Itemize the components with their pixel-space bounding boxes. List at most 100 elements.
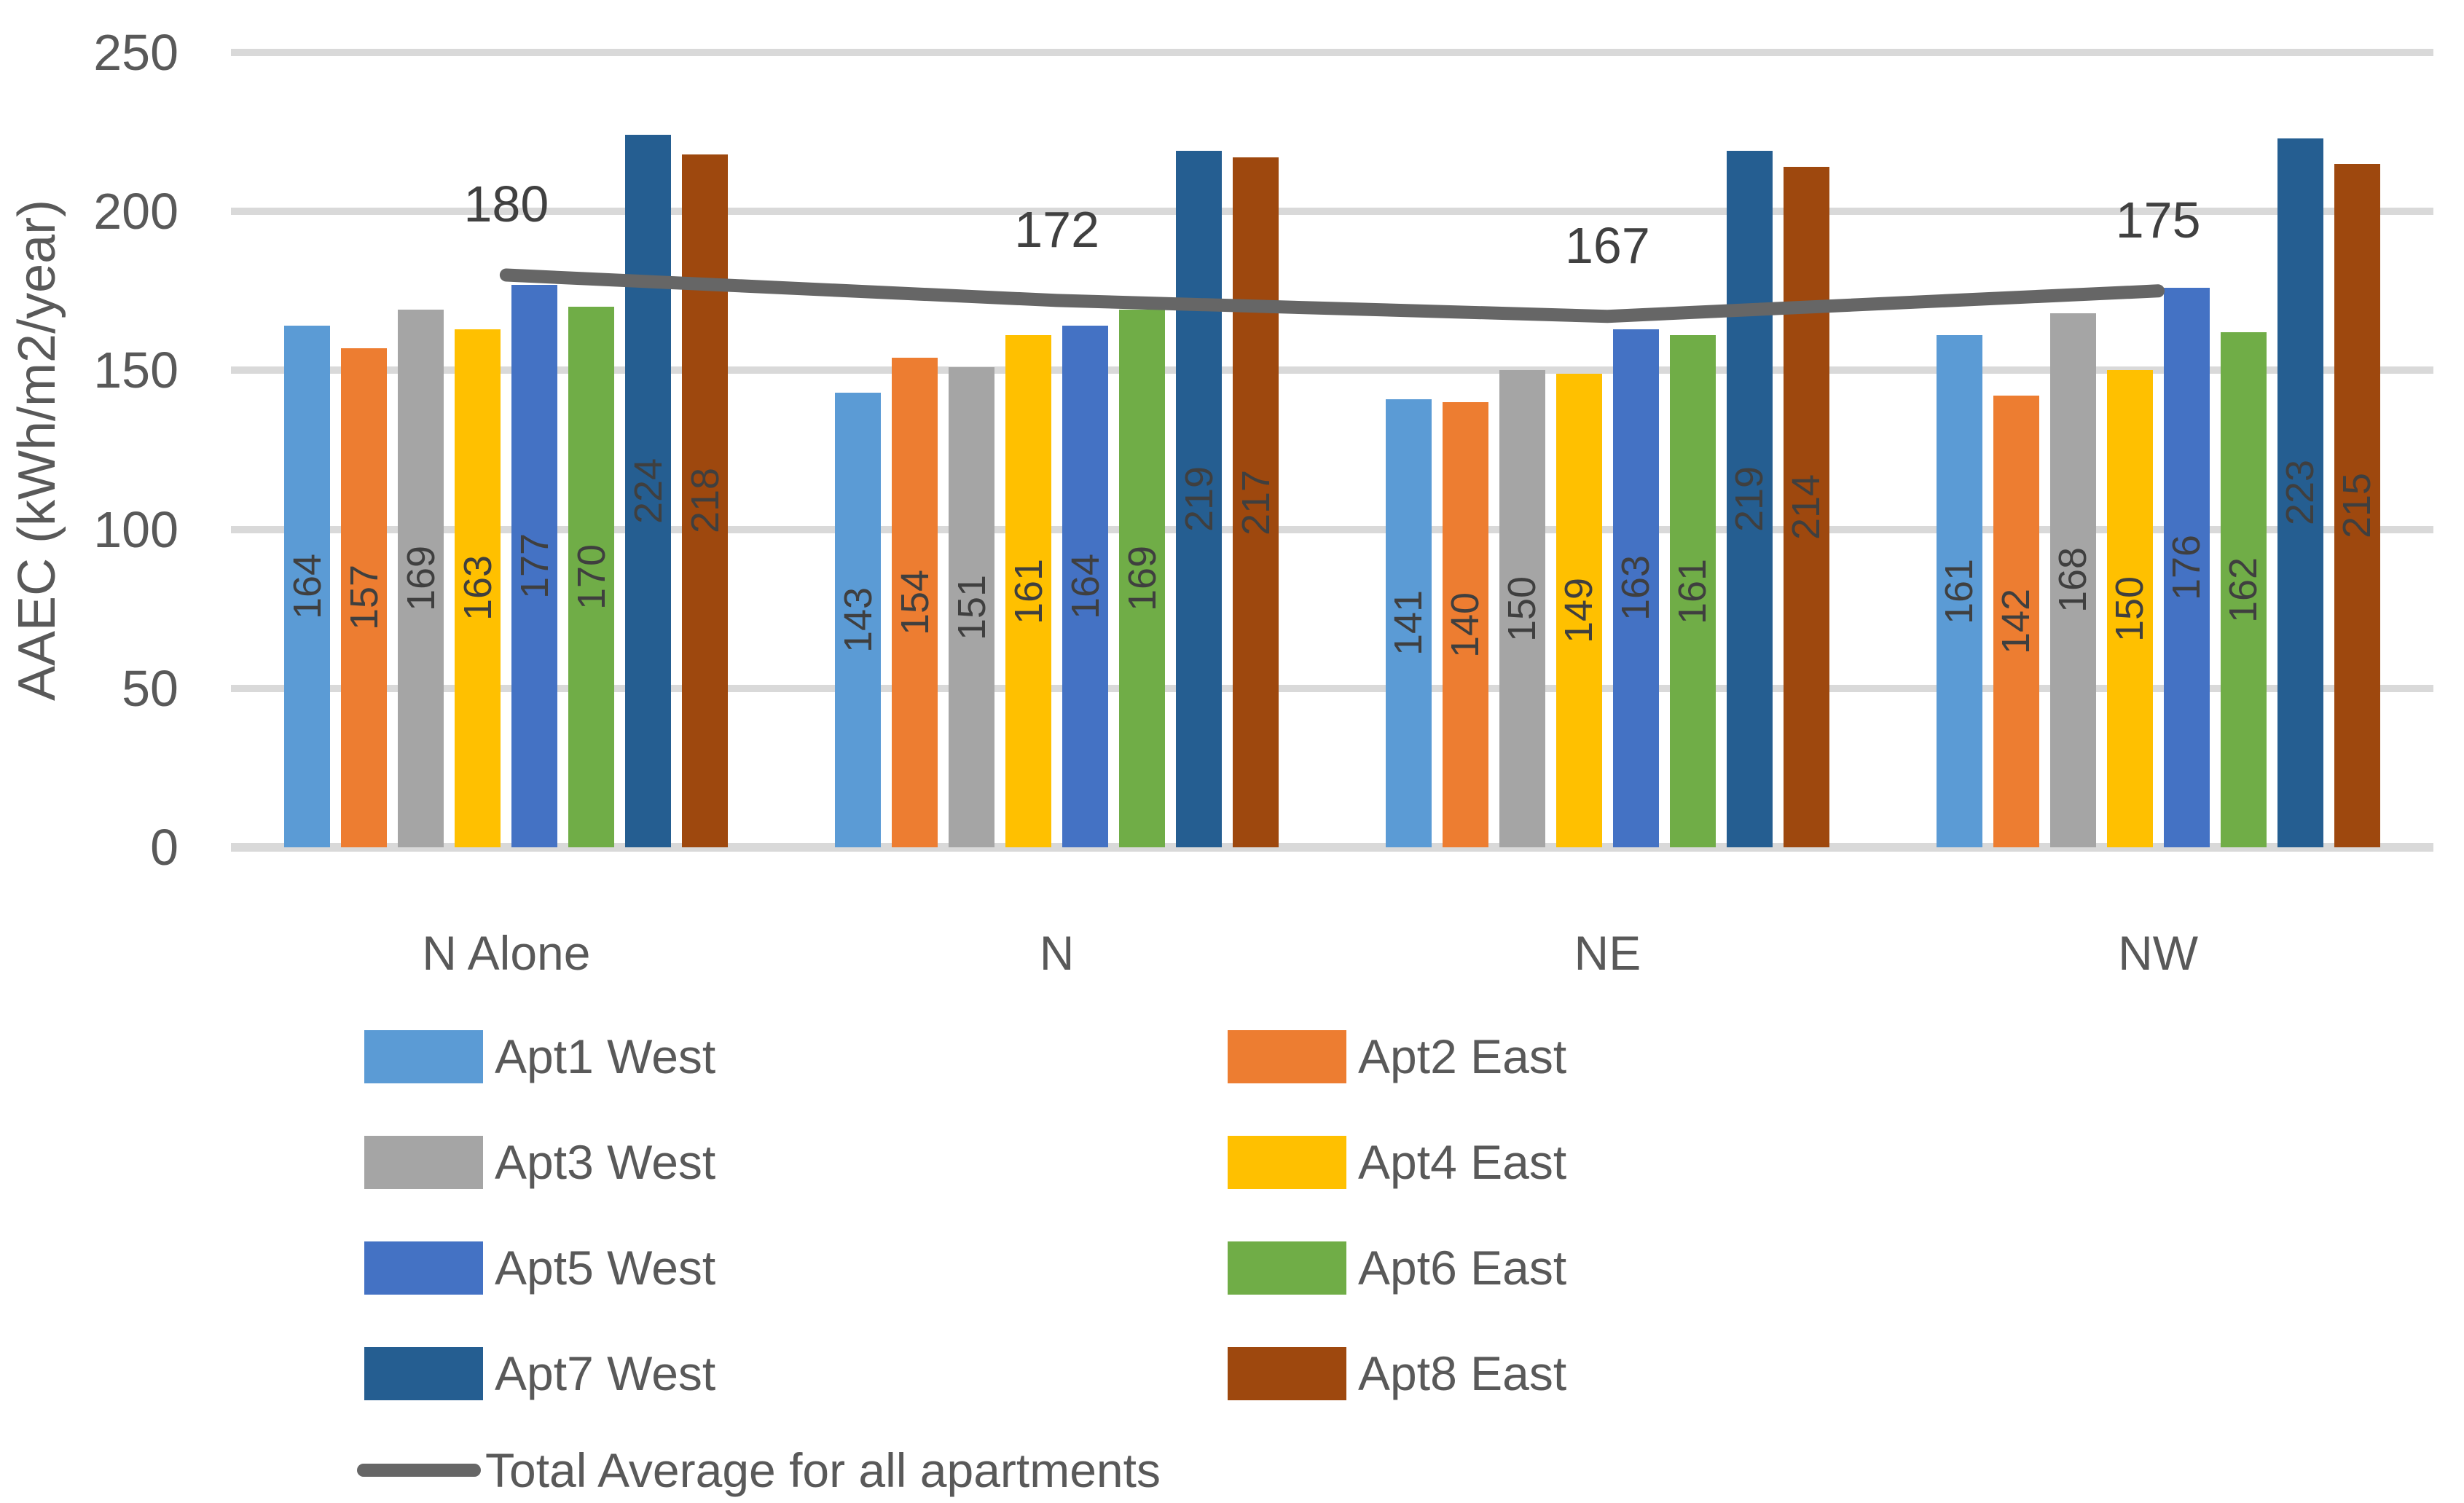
bar: 142 [1993,396,2039,847]
bar: 169 [1119,310,1166,847]
bar-value-label: 215 [2335,472,2379,538]
average-value-label: 167 [1564,217,1650,275]
bar-value-label: 217 [1233,469,1278,535]
bar-value-label: 168 [2051,547,2095,613]
bar: 143 [835,392,882,847]
bar-value-label: 169 [399,546,443,612]
legend-swatch-icon [1228,1346,1346,1400]
bar-value-label: 140 [1443,592,1488,658]
legend-item: Apt8 East [1228,1341,1566,1406]
bar-value-label: 150 [1500,576,1545,642]
y-tick-label: 100 [93,501,178,558]
bar-value-label: 161 [1671,558,1715,624]
bar-value-label: 223 [2278,460,2323,526]
bar: 161 [1669,335,1716,847]
legend-item: Apt5 West [364,1235,715,1300]
bar-group: 143 154 151 161 164 169 219 217 [835,151,1279,847]
bar-value-label: 143 [836,586,880,654]
legend-item: Apt4 East [1228,1129,1566,1195]
bar: 218 [682,154,729,847]
category-label: NW [2118,926,2199,980]
legend-label: Apt6 East [1358,1241,1567,1295]
bar-value-label: 214 [1784,474,1829,541]
bar-value-label: 161 [1937,558,1982,624]
bar: 214 [1783,167,1829,847]
bar-value-label: 162 [2221,557,2266,623]
bar: 151 [949,367,995,847]
legend-label: Apt4 East [1358,1135,1567,1189]
bar-value-label: 177 [512,533,557,599]
bar-value-label: 157 [342,565,386,631]
bar-value-label: 169 [1120,546,1164,612]
gridline [231,525,2433,533]
legend-swatch-icon [1228,1135,1346,1189]
bar-value-label: 219 [1727,466,1772,533]
legend-swatch-icon [364,1241,483,1295]
bar: 150 [1499,370,1545,847]
legend-label: Apt1 West [495,1029,716,1083]
bar-value-label: 163 [1614,555,1658,621]
bar: 154 [892,357,938,847]
bar: 164 [1062,326,1109,847]
bar: 163 [1612,329,1659,847]
category-label: N [1039,926,1075,980]
bar-value-label: 218 [683,468,727,534]
y-tick-label: 150 [93,342,178,399]
bar: 224 [625,135,672,847]
legend-swatch-icon [1228,1029,1346,1083]
y-axis-title: AAEC (kWh/m2/year) [8,199,66,701]
legend-label: Apt2 East [1358,1029,1567,1083]
bar-value-label: 161 [1006,558,1051,624]
x-axis-line [231,843,2433,852]
bar-value-label: 141 [1386,590,1431,656]
bar: 150 [2106,370,2153,847]
bar-group: 164 157 169 163 177 170 224 218 [284,135,729,847]
plot-area: 164 157 169 163 177 170 224 218 143 154 151 161 164 1… [231,49,2433,852]
y-tick-label: 200 [93,183,178,240]
legend-label: Apt7 West [495,1346,716,1400]
bar: 168 [2049,313,2096,847]
average-value-label: 180 [463,176,549,233]
legend-line-swatch-icon [357,1464,481,1477]
y-tick-label: 50 [122,659,178,717]
bar: 217 [1233,157,1279,847]
bar-value-label: 150 [2108,576,2152,642]
bar-value-label: 176 [2165,534,2209,601]
legend-swatch-icon [364,1029,483,1083]
bar-value-label: 151 [949,574,994,640]
legend-item-average-line: Total Average for all apartments [357,1437,1161,1503]
bar: 149 [1555,373,1602,847]
category-label: N Alone [422,926,591,980]
legend-label: Apt5 West [495,1241,716,1295]
bar: 219 [1726,151,1773,847]
legend-label: Apt8 East [1358,1346,1567,1400]
category-label: NE [1574,926,1641,980]
legend-item: Apt7 West [364,1341,715,1406]
bar: 161 [1936,335,1982,847]
bar: 170 [568,307,615,847]
bar-value-label: 164 [285,554,329,620]
y-tick-label: 250 [93,24,178,81]
bar: 161 [1005,335,1052,847]
bar: 223 [2277,138,2323,847]
bar: 162 [2220,332,2267,847]
bar-value-label: 149 [1557,577,1601,643]
gridline [231,684,2433,692]
bar-value-label: 163 [455,555,500,621]
bar-group: 161 142 168 150 176 162 223 215 [1936,138,2380,847]
bar: 215 [2334,163,2380,847]
y-tick-label: 0 [150,819,178,876]
legend-swatch-icon [1228,1241,1346,1295]
legend-item: Apt3 West [364,1129,715,1195]
bar: 177 [511,284,558,847]
legend-item: Apt1 West [364,1024,715,1089]
legend-swatch-icon [364,1346,483,1400]
bar: 169 [398,310,444,847]
bar: 163 [455,329,501,847]
bar: 164 [284,326,331,847]
average-value-label: 172 [1014,201,1100,259]
legend-label: Total Average for all apartments [485,1443,1161,1497]
bar-value-label: 142 [1994,589,2039,655]
bar-value-label: 224 [626,458,670,525]
